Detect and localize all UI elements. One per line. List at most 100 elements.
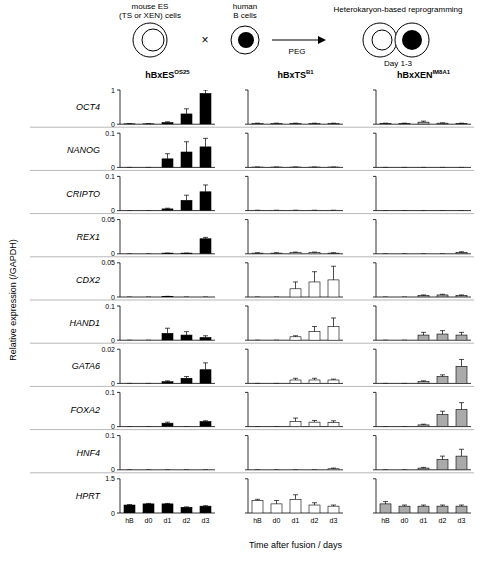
- bar: [380, 469, 391, 470]
- x-axis: [120, 469, 215, 470]
- error-bar: [459, 449, 464, 456]
- error-bar: [165, 296, 170, 297]
- label: d1: [420, 517, 428, 524]
- bar: [309, 252, 320, 253]
- label: hBxXENIM8A1: [397, 69, 451, 80]
- error-bar: [127, 504, 132, 505]
- y-axis: [376, 436, 377, 470]
- error-bar: [146, 123, 151, 124]
- error-bar: [203, 420, 208, 422]
- y-axis: [120, 263, 121, 297]
- bar: [456, 123, 467, 124]
- error-bar: [331, 252, 336, 253]
- y-tick: [373, 349, 376, 350]
- bar: [271, 210, 282, 211]
- error-bar: [440, 331, 445, 334]
- error-bar: [127, 469, 132, 470]
- x-axis: [248, 210, 343, 211]
- x-axis: [376, 210, 471, 211]
- bar: [200, 370, 211, 384]
- y-axis: [248, 90, 249, 124]
- bars: [255, 266, 339, 297]
- error-bar: [274, 340, 279, 341]
- error-bar: [203, 505, 208, 506]
- bar: [309, 469, 320, 470]
- error-bar: [184, 377, 189, 379]
- y-tick: [373, 478, 376, 479]
- y-tick: [245, 133, 248, 134]
- label: d0: [401, 517, 409, 524]
- error-bar: [459, 167, 464, 168]
- bar: [200, 147, 211, 168]
- bar: [162, 159, 173, 168]
- label: 0.1: [105, 303, 115, 310]
- bar: [143, 383, 154, 384]
- error-bar: [440, 167, 445, 168]
- bar: [252, 123, 263, 124]
- error-bar: [203, 138, 208, 147]
- error-bar: [421, 167, 426, 168]
- error-bar: [402, 426, 407, 427]
- bar: [399, 297, 410, 298]
- error-bar: [383, 469, 388, 470]
- error-bar: [127, 383, 132, 384]
- y-axis: [120, 349, 121, 383]
- bar: [252, 210, 263, 211]
- y-tick: [373, 426, 376, 427]
- label: GATA6: [72, 361, 100, 371]
- bar: [252, 297, 263, 298]
- bars: [252, 167, 339, 168]
- bar: [437, 295, 448, 297]
- label: HPRT: [76, 491, 102, 501]
- error-bar: [146, 297, 151, 298]
- label: 1: [111, 87, 115, 94]
- y-axis: [376, 90, 377, 124]
- error-bar: [127, 297, 132, 298]
- error-bar: [440, 411, 445, 414]
- error-bar: [203, 363, 208, 370]
- bar: [200, 192, 211, 211]
- es-nucleus: [142, 29, 164, 51]
- label: 0.1: [105, 173, 115, 180]
- error-bar: [440, 375, 445, 377]
- error-bar: [274, 297, 279, 298]
- error-bar: [459, 505, 464, 506]
- label: 0: [111, 337, 115, 344]
- error-bar: [421, 332, 426, 335]
- bar: [143, 340, 154, 341]
- error-bar: [293, 495, 298, 500]
- column-head-sup: OS25: [174, 69, 190, 75]
- bar: [380, 383, 391, 384]
- bar: [200, 239, 211, 254]
- bar: [200, 421, 211, 426]
- bar: [271, 253, 282, 254]
- error-bar: [459, 123, 464, 124]
- error-bar: [440, 253, 445, 254]
- error-bar: [146, 340, 151, 341]
- label: d2: [311, 517, 319, 524]
- bar: [143, 123, 154, 124]
- error-bar: [255, 426, 260, 427]
- column-head: hBxXEN: [397, 70, 433, 80]
- label: d3: [330, 517, 338, 524]
- error-bar: [459, 294, 464, 296]
- bar: [271, 426, 282, 427]
- error-bar: [255, 383, 260, 384]
- error-bar: [255, 499, 260, 500]
- bar: [181, 297, 192, 298]
- bar: [181, 152, 192, 167]
- error-bar: [440, 456, 445, 459]
- label: hB: [381, 517, 390, 524]
- bar: [271, 340, 282, 341]
- bar: [252, 383, 263, 384]
- bar: [328, 380, 339, 383]
- bar: [309, 422, 320, 426]
- label: 0: [111, 294, 115, 301]
- error-bar: [203, 469, 208, 470]
- label: FOXA2: [70, 405, 100, 415]
- error-bar: [331, 167, 336, 168]
- error-bar: [331, 210, 336, 211]
- bar: [124, 469, 135, 470]
- label: 0: [111, 164, 115, 171]
- error-bar: [402, 505, 407, 506]
